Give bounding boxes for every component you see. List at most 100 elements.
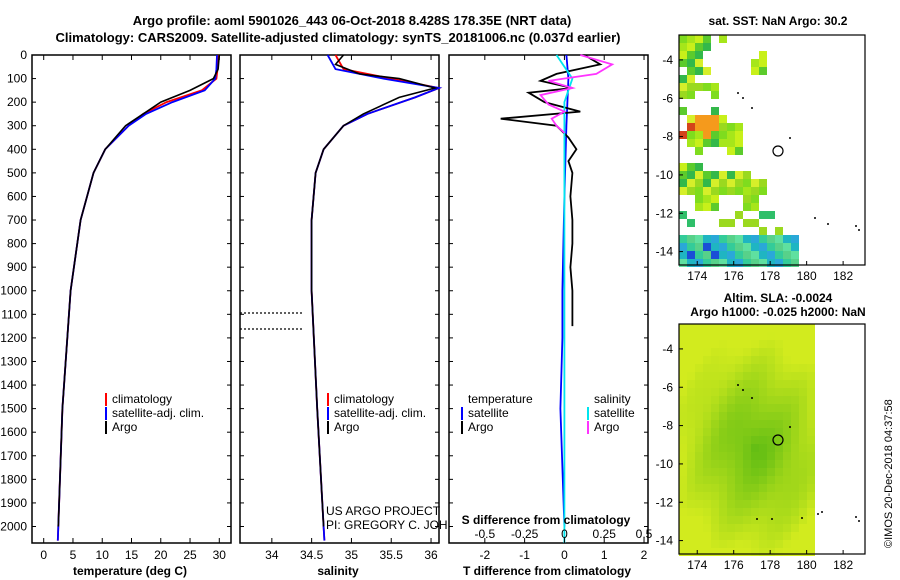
island-dot: [751, 397, 753, 399]
sla-cell: [719, 548, 727, 556]
sst-cell-cold: [703, 243, 711, 251]
sla-cell: [759, 492, 767, 500]
sst-cell-cool: [735, 251, 743, 259]
sla-cell: [791, 404, 799, 412]
sst-cell: [687, 59, 695, 67]
sla-cell: [751, 492, 759, 500]
sla-cell: [679, 436, 687, 444]
legend-label-climatology: climatology: [334, 392, 394, 406]
sst-cell-cool: [727, 235, 735, 243]
sla-cell: [679, 540, 687, 548]
sla-cell: [703, 348, 711, 356]
sla-cell: [727, 500, 735, 508]
sla-cell: [775, 332, 783, 340]
sla-cell: [711, 444, 719, 452]
sla-cell: [695, 540, 703, 548]
sst-cell: [687, 67, 695, 75]
sst-cell: [695, 51, 703, 59]
sst-cell: [719, 171, 727, 179]
sla-cell: [735, 540, 743, 548]
sla-cell: [767, 388, 775, 396]
sla-cell: [783, 420, 791, 428]
sla-cell: [783, 324, 791, 332]
sla-cell: [775, 484, 783, 492]
sla-cell: [735, 412, 743, 420]
sla-cell: [679, 324, 687, 332]
sla-cell: [727, 332, 735, 340]
sla-cell: [711, 548, 719, 556]
sla-cell: [807, 500, 815, 508]
salinity-panel: 34 34.5 35 35.5 36 salinity climatology sate…: [239, 54, 482, 578]
depth-axis-labels: 0 100 200 300 400 500 600 700 800 900 1000 1100 1200…: [0, 48, 27, 533]
sla-cell: [759, 324, 767, 332]
sla-cell: [735, 340, 743, 348]
sst-cell-cool: [775, 251, 783, 259]
difference-plot-frame: [448, 54, 649, 544]
sla-cell: [679, 468, 687, 476]
island-dot: [821, 511, 823, 513]
sst-cell-cool: [743, 235, 751, 243]
difference-legend: temperature satellite Argo salinity sate…: [461, 392, 635, 434]
sst-cell-cool: [767, 243, 775, 251]
sla-cell: [767, 516, 775, 524]
sst-cell: [679, 83, 687, 91]
sst-cell: [679, 179, 687, 187]
sst-cell: [727, 147, 735, 155]
sla-cell: [791, 388, 799, 396]
map-x-tick-label: 176: [724, 269, 744, 283]
sla-cell: [695, 412, 703, 420]
sla-cell: [687, 460, 695, 468]
sla-cell: [783, 484, 791, 492]
sst-cell: [735, 211, 743, 219]
sla-cell: [727, 524, 735, 532]
sla-cell: [775, 340, 783, 348]
sst-cell: [735, 187, 743, 195]
sla-cell: [743, 548, 751, 556]
sst-cell: [719, 179, 727, 187]
sla-cell: [767, 468, 775, 476]
sla-cell: [767, 444, 775, 452]
sla-cell: [687, 452, 695, 460]
sst-cell: [743, 187, 751, 195]
sla-cell: [719, 452, 727, 460]
sst-cell-cool: [695, 251, 703, 259]
temperature-legend: climatology satellite-adj. clim. Argo: [105, 392, 204, 434]
sla-cell: [807, 372, 815, 380]
sst-cell: [695, 147, 703, 155]
sst-cell: [703, 83, 711, 91]
sla-cell: [679, 332, 687, 340]
sla-cell: [695, 356, 703, 364]
sla-cell: [703, 548, 711, 556]
sla-cell: [767, 324, 775, 332]
sst-cell: [695, 67, 703, 75]
temperature-plot-frame: [31, 54, 232, 544]
sla-cell: [695, 420, 703, 428]
sla-cell: [727, 428, 735, 436]
sla-cell: [703, 508, 711, 516]
sst-cell-cold: [687, 251, 695, 259]
sla-cell: [711, 532, 719, 540]
map-y-tick-label: -6: [662, 91, 673, 105]
sst-cell: [703, 139, 711, 147]
sla-cell: [743, 444, 751, 452]
sst-cell: [735, 179, 743, 187]
sla-cell: [703, 396, 711, 404]
map-x-tick-label: 174: [687, 558, 707, 572]
legend-label-s-satellite: satellite: [594, 406, 635, 420]
sst-cell: [687, 115, 695, 123]
sla-cell: [703, 484, 711, 492]
sla-cell: [783, 388, 791, 396]
sla-cell: [711, 340, 719, 348]
imos-watermark: ©IMOS 20-Dec-2018 04:37:58: [883, 399, 895, 548]
sla-cell: [695, 460, 703, 468]
sst-cell: [703, 203, 711, 211]
sla-cell: [687, 484, 695, 492]
sla-cell: [711, 396, 719, 404]
map-x-tick-label: 178: [760, 269, 780, 283]
sst-cell: [679, 51, 687, 59]
sla-cell: [775, 436, 783, 444]
sla-cell: [695, 444, 703, 452]
sla-cell: [751, 388, 759, 396]
sla-cell: [807, 548, 815, 556]
sla-cell: [711, 364, 719, 372]
